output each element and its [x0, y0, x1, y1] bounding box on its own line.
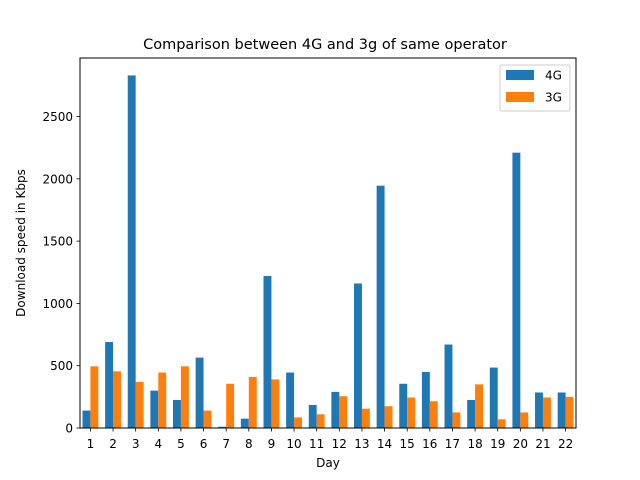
bar-4G-day-9: [263, 276, 272, 428]
bar-3G-day-8: [248, 376, 257, 428]
bar-3G-day-16: [429, 401, 438, 428]
bar-4G-day-12: [331, 391, 340, 428]
bar-4G-day-17: [444, 344, 453, 428]
y-tick-label: 0: [65, 422, 73, 436]
bar-3G-day-15: [407, 397, 416, 428]
x-tick-label: 20: [513, 437, 528, 451]
bar-4G-day-2: [105, 342, 114, 428]
bar-3G-day-20: [520, 412, 529, 428]
bar-4G-day-15: [399, 383, 408, 428]
bar-3G-day-5: [180, 366, 189, 428]
bar-3G-day-7: [226, 383, 235, 428]
x-tick-label: 12: [332, 437, 347, 451]
x-tick-label: 18: [467, 437, 482, 451]
x-tick-label: 17: [445, 437, 460, 451]
bar-4G-day-8: [240, 418, 249, 428]
x-tick-label: 22: [558, 437, 573, 451]
x-tick-label: 3: [132, 437, 140, 451]
bar-3G-day-19: [497, 419, 506, 428]
bar-3G-day-2: [113, 371, 121, 428]
bar-3G-day-10: [294, 417, 302, 428]
bar-4G-day-18: [467, 399, 476, 428]
bar-4G-day-21: [535, 392, 543, 428]
x-tick-label: 8: [245, 437, 253, 451]
y-tick-label: 500: [50, 359, 73, 373]
bar-3G-day-18: [475, 384, 483, 428]
y-tick-label: 2500: [42, 110, 73, 124]
bar-3G-day-13: [361, 408, 370, 428]
legend: 4G 3G: [499, 64, 571, 112]
x-tick-label: 7: [222, 437, 230, 451]
bar-4G-day-10: [286, 372, 295, 428]
x-tick-label: 4: [154, 437, 162, 451]
bar-3G-day-17: [452, 412, 461, 428]
legend-label-4G: 4G: [545, 69, 562, 83]
y-tick-label: 2000: [42, 172, 73, 186]
x-tick-label: 15: [400, 437, 415, 451]
bar-3G-day-6: [203, 410, 212, 428]
bar-3G-day-12: [339, 396, 348, 428]
y-axis-label: Download speed in Kbps: [14, 169, 28, 317]
bar-4G-day-20: [512, 152, 521, 428]
x-tick-label: 10: [286, 437, 301, 451]
bar-3G-day-3: [135, 381, 144, 428]
chart-title: Comparison between 4G and 3g of same ope…: [143, 37, 507, 53]
bar-4G-day-5: [173, 399, 181, 428]
y-axis-ticks: 0 500 1000 1500 2000 2500: [42, 110, 80, 436]
bar-4G-day-1: [82, 410, 91, 428]
bar-4G-day-3: [127, 75, 136, 428]
bar-3G-day-14: [384, 406, 393, 428]
legend-swatch-3G: [506, 92, 534, 102]
x-tick-label: 16: [422, 437, 437, 451]
bar-4G-day-22: [557, 392, 566, 428]
x-tick-label: 1: [87, 437, 95, 451]
bar-4G-day-7: [218, 426, 227, 428]
x-tick-label: 11: [309, 437, 324, 451]
x-tick-label: 6: [200, 437, 208, 451]
bar-3G-day-9: [271, 379, 280, 428]
bar-3G-day-11: [316, 414, 325, 428]
x-tick-label: 9: [268, 437, 276, 451]
x-tick-label: 5: [177, 437, 185, 451]
bar-4G-day-6: [195, 357, 204, 428]
x-axis-ticks: 1 2 3 4 5 6 7 8 9 10 11 12 13 14 15 16 17 18 19 20 21 22: [87, 428, 573, 451]
bar-3G-day-22: [565, 396, 574, 428]
bar-4G-day-16: [421, 371, 430, 428]
plot-frame: [79, 57, 577, 429]
bar-4G-day-11: [308, 404, 317, 428]
bar-3G-day-4: [158, 372, 167, 428]
bar-3G-day-1: [90, 366, 99, 428]
x-tick-label: 19: [490, 437, 505, 451]
bar-4G-day-4: [150, 390, 159, 428]
bar-3G-day-21: [542, 397, 551, 428]
x-tick-label: 2: [109, 437, 117, 451]
bar-4G-day-14: [376, 185, 385, 428]
y-tick-label: 1500: [42, 235, 73, 249]
bars-group: [82, 75, 574, 428]
x-tick-label: 13: [354, 437, 369, 451]
x-axis-label: Day: [316, 456, 340, 470]
legend-label-3G: 3G: [545, 91, 562, 105]
x-tick-label: 14: [377, 437, 392, 451]
legend-swatch-4G: [506, 70, 534, 80]
bar-4G-day-19: [489, 367, 498, 428]
bar-4G-day-13: [354, 283, 362, 428]
x-tick-label: 21: [535, 437, 550, 451]
y-tick-label: 1000: [42, 297, 73, 311]
